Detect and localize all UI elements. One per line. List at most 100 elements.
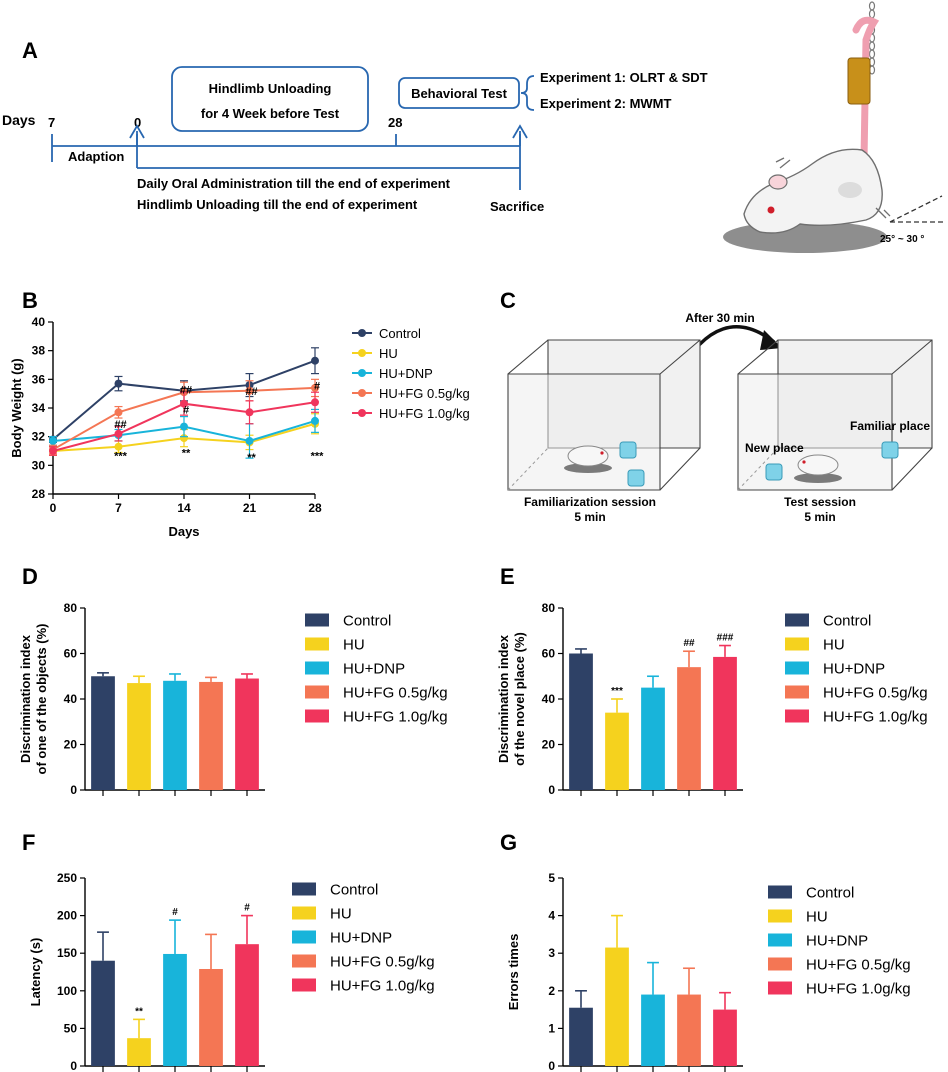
- angle-marker-icon: [889, 195, 946, 223]
- data-point: [311, 416, 319, 425]
- rat-body-icon: [743, 148, 883, 234]
- familiar-place-label: Familiar place: [850, 419, 930, 433]
- significance-label: ***: [114, 451, 128, 463]
- rat-ear-icon: [768, 174, 788, 190]
- significance-label: **: [182, 448, 191, 460]
- legend-label: HU+FG 0.5g/kg: [806, 956, 911, 973]
- y-tick-label: 50: [64, 1021, 78, 1035]
- legend-swatch: [785, 637, 809, 651]
- legend-swatch: [768, 933, 792, 947]
- legend-swatch: [785, 613, 809, 627]
- significance-label: ###: [717, 633, 734, 644]
- legend-swatch: [358, 409, 366, 417]
- mouse-1-icon: [567, 445, 609, 467]
- data-point: [180, 399, 188, 408]
- legend-swatch: [358, 389, 366, 397]
- behavioral-test-label: Behavioral Test: [411, 86, 508, 101]
- bar: [163, 953, 187, 1066]
- tail-tape-icon: [847, 57, 871, 105]
- y-tick-label: 36: [32, 372, 46, 386]
- test-box: [737, 339, 933, 491]
- sacrifice-label: Sacrifice: [490, 199, 544, 214]
- y-tick-label: 30: [32, 458, 46, 472]
- legend-label: HU: [379, 346, 398, 361]
- y-axis-label: of one of the objects (%): [34, 624, 49, 775]
- data-point: [114, 379, 123, 388]
- bar: [127, 1038, 151, 1066]
- data-point: [245, 436, 254, 445]
- y-tick-label: 200: [57, 909, 77, 923]
- panel-e-letter: E: [500, 564, 515, 589]
- data-point: [114, 442, 123, 451]
- panel-f-letter: F: [22, 830, 35, 855]
- curved-arrow-head-icon: [760, 330, 782, 350]
- data-point: [114, 429, 123, 438]
- data-point: [114, 408, 123, 417]
- significance-label: #: [183, 405, 189, 417]
- significance-label: ##: [114, 419, 126, 431]
- rat-spot-icon: [838, 182, 862, 198]
- y-axis-label: Discrimination index: [496, 634, 511, 763]
- familiarization-line1: Familiarization session: [524, 495, 656, 509]
- y-tick-label: 40: [64, 692, 78, 706]
- legend-label: HU+FG 1.0g/kg: [806, 980, 911, 997]
- test-line1: Test session: [784, 495, 856, 509]
- legend-swatch: [305, 685, 329, 699]
- bar: [713, 1009, 737, 1066]
- day-28-label: 28: [388, 115, 402, 130]
- box-1-edge-2: [659, 339, 701, 375]
- legend-swatch: [292, 930, 316, 944]
- behavioral-test-box: [398, 77, 520, 109]
- box-1-edge-3: [659, 447, 701, 491]
- y-axis-label: Body Weight (g): [9, 358, 24, 457]
- legend-swatch: [305, 661, 329, 675]
- y-tick-label: 100: [57, 984, 77, 998]
- daily-line-2: Hindlimb Unloading till the end of exper…: [137, 197, 418, 212]
- object-2-icon: [627, 469, 645, 487]
- errors-chart: 0 1 2 3 4 5 Errors times Control HU HU+DNP HU+FG 0…: [506, 871, 911, 1072]
- legend-label: Control: [823, 612, 871, 629]
- y-tick-label: 80: [542, 601, 556, 615]
- y-tick-label: 40: [32, 315, 46, 329]
- legend-swatch: [785, 709, 809, 723]
- bar: [605, 712, 629, 790]
- days-label: Days: [2, 112, 36, 128]
- panel-d-letter: D: [22, 564, 38, 589]
- body-weight-chart: 28 30 32 34 36 38 40 0 7 14 21 28 Days Body Weight (g…: [9, 315, 470, 539]
- legend-swatch: [785, 685, 809, 699]
- bar: [605, 947, 629, 1066]
- rat-front-paw-icon: [775, 157, 791, 169]
- panel-a-letter: A: [22, 38, 38, 63]
- rat-tail-icon: [852, 16, 880, 164]
- significance-label: #: [172, 907, 178, 918]
- legend-label: Control: [343, 612, 391, 629]
- bar: [91, 960, 115, 1066]
- daily-line-1: Daily Oral Administration till the end o…: [137, 176, 451, 191]
- object-1-icon: [619, 441, 637, 459]
- significance-label: #: [314, 380, 320, 392]
- y-tick-label: 60: [64, 647, 78, 661]
- legend-swatch: [305, 709, 329, 723]
- rat-eye-icon: [767, 206, 775, 214]
- object-new-icon: [765, 463, 783, 481]
- bar: [91, 676, 115, 790]
- panel-f: F 0 50 100 150 200 250 ** # # Latency (s) Control H…: [22, 830, 435, 1072]
- legend-label: HU+DNP: [806, 932, 868, 949]
- familiarization-line2: 5 min: [574, 510, 605, 524]
- legend-swatch: [358, 369, 366, 377]
- significance-label: #: [244, 903, 250, 914]
- legend-swatch: [292, 882, 316, 896]
- day-0-label: 0: [134, 115, 141, 130]
- significance-label: ##: [180, 385, 192, 397]
- data-point: [245, 408, 254, 417]
- angle-label: 25° ~ 30 °: [880, 234, 924, 245]
- bar: [163, 680, 187, 790]
- legend-label: HU+FG 1.0g/kg: [379, 406, 470, 421]
- y-tick-label: 3: [548, 946, 555, 960]
- y-tick-label: 150: [57, 946, 77, 960]
- box-2-edge-4: [737, 447, 779, 491]
- box-2-edge-1: [737, 339, 779, 375]
- legend-label: Control: [330, 881, 378, 898]
- bar: [127, 683, 151, 790]
- panel-c: C After 30 min Familiarization session 5…: [500, 288, 933, 524]
